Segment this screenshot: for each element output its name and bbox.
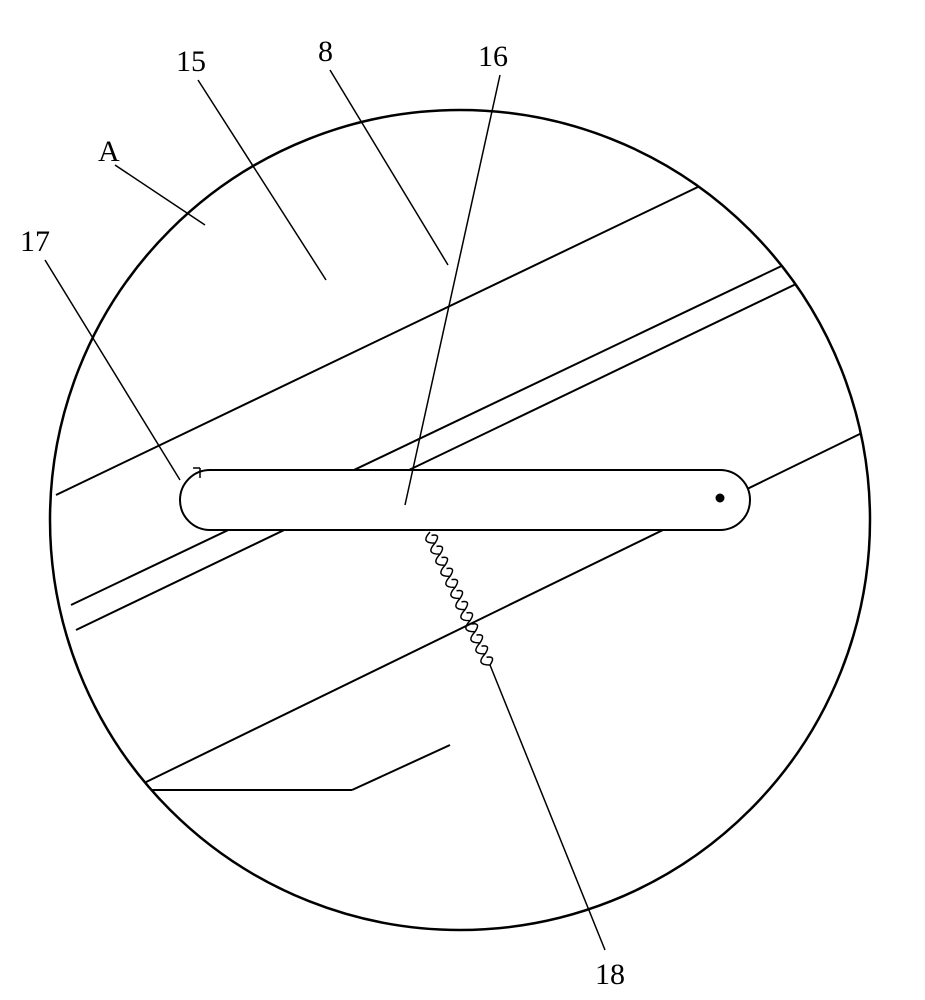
label-A: A	[98, 135, 120, 169]
label-8: 8	[318, 35, 333, 69]
label-18: 18	[595, 958, 625, 992]
label-16: 16	[478, 40, 508, 74]
label-15: 15	[176, 45, 206, 79]
label-17: 17	[20, 225, 50, 259]
diagram-svg	[0, 0, 925, 1000]
